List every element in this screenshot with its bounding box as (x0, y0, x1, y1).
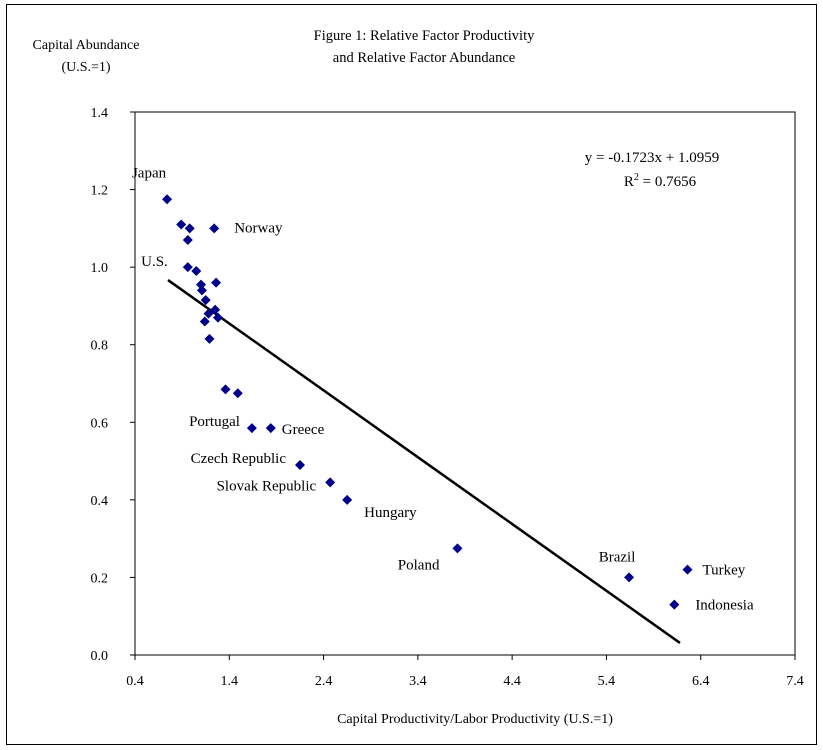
axes: 0.4 1.4 2.4 3.4 4.4 5.4 6.4 7.4 0.0 0.2 0.4 0.6 0.8 1… (91, 106, 804, 689)
x-tick-label: 5.4 (598, 674, 616, 689)
data-point (669, 599, 680, 610)
data-point (452, 543, 463, 554)
data-point (295, 459, 305, 470)
chart-title: Figure 1: Relative Factor Productivity a… (314, 28, 535, 66)
r-squared-text: R2 = 0.7656 (624, 172, 697, 190)
data-point (203, 308, 214, 319)
x-tick-label: 0.4 (126, 674, 144, 689)
point-label: Japan (132, 165, 167, 181)
trendline-equation: y = -0.1723x + 1.0959 R2 = 0.7656 (585, 150, 719, 190)
point-label: Brazil (599, 549, 636, 565)
data-point (210, 304, 221, 315)
data-point (176, 219, 187, 230)
data-point (200, 295, 211, 306)
y-tick-label: 1.2 (91, 184, 109, 199)
y-tick-label: 0.4 (91, 494, 109, 509)
x-tick-label: 2.4 (315, 674, 333, 689)
data-point (209, 223, 220, 234)
chart-title-line-1: Figure 1: Relative Factor Productivity (314, 28, 535, 44)
x-axis-title: Capital Productivity/Labor Productivity … (337, 712, 613, 727)
data-point (342, 494, 353, 505)
r-squared-value: = 0.7656 (639, 174, 697, 190)
r-squared-prefix: R (624, 174, 634, 190)
y-axis-title: Capital Abundance (U.S.=1) (33, 38, 140, 75)
data-point (624, 572, 635, 583)
y-tick-label: 1.0 (91, 261, 109, 276)
point-label: U.S. (141, 254, 168, 270)
data-point (246, 423, 257, 434)
y-tick-label: 1.4 (91, 106, 109, 121)
data-point (211, 277, 222, 288)
y-tick-label: 0.2 (91, 571, 109, 586)
data-point (682, 564, 693, 575)
data-point (325, 477, 336, 488)
point-labels: Japan Norway U.S. Portugal Greece Czech Repub… (132, 165, 754, 613)
plot-area (134, 111, 796, 656)
x-tick-label: 4.4 (503, 674, 521, 689)
point-label: Slovak Republic (217, 478, 317, 494)
y-axis-title-line-1: Capital Abundance (33, 38, 140, 53)
data-point (184, 223, 195, 234)
trendline-group (167, 279, 681, 644)
data-point (182, 234, 193, 245)
chart-title-line-2: and Relative Factor Abundance (333, 50, 515, 66)
data-point (212, 312, 223, 323)
x-tick-label: 3.4 (409, 674, 427, 689)
point-label: Czech Republic (191, 451, 287, 467)
data-point (191, 266, 202, 277)
y-tick-label: 0.8 (91, 339, 109, 354)
chart-frame (6, 4, 817, 745)
point-label: Poland (398, 557, 440, 573)
y-tick-label: 0.0 (91, 649, 109, 664)
data-point (182, 262, 193, 273)
data-point (220, 384, 231, 395)
data-point (162, 194, 173, 205)
data-point (232, 388, 243, 399)
data-points (162, 194, 693, 610)
point-label: Norway (234, 220, 283, 236)
data-point (196, 285, 207, 296)
equation-text: y = -0.1723x + 1.0959 (585, 150, 719, 166)
point-label: Hungary (364, 505, 417, 521)
r-squared-exponent: 2 (634, 172, 639, 183)
y-axis-title-line-2: (U.S.=1) (61, 60, 110, 75)
data-point (199, 316, 210, 327)
point-label: Turkey (703, 563, 746, 579)
y-tick-label: 0.6 (91, 416, 109, 431)
x-tick-label: 7.4 (786, 674, 804, 689)
data-point (204, 333, 215, 344)
point-label: Portugal (189, 414, 240, 430)
x-tick-label: 1.4 (221, 674, 239, 689)
point-label: Indonesia (695, 598, 754, 614)
x-tick-label: 6.4 (692, 674, 710, 689)
point-label: Greece (282, 422, 325, 438)
data-point (265, 423, 276, 434)
trendline (167, 279, 681, 644)
